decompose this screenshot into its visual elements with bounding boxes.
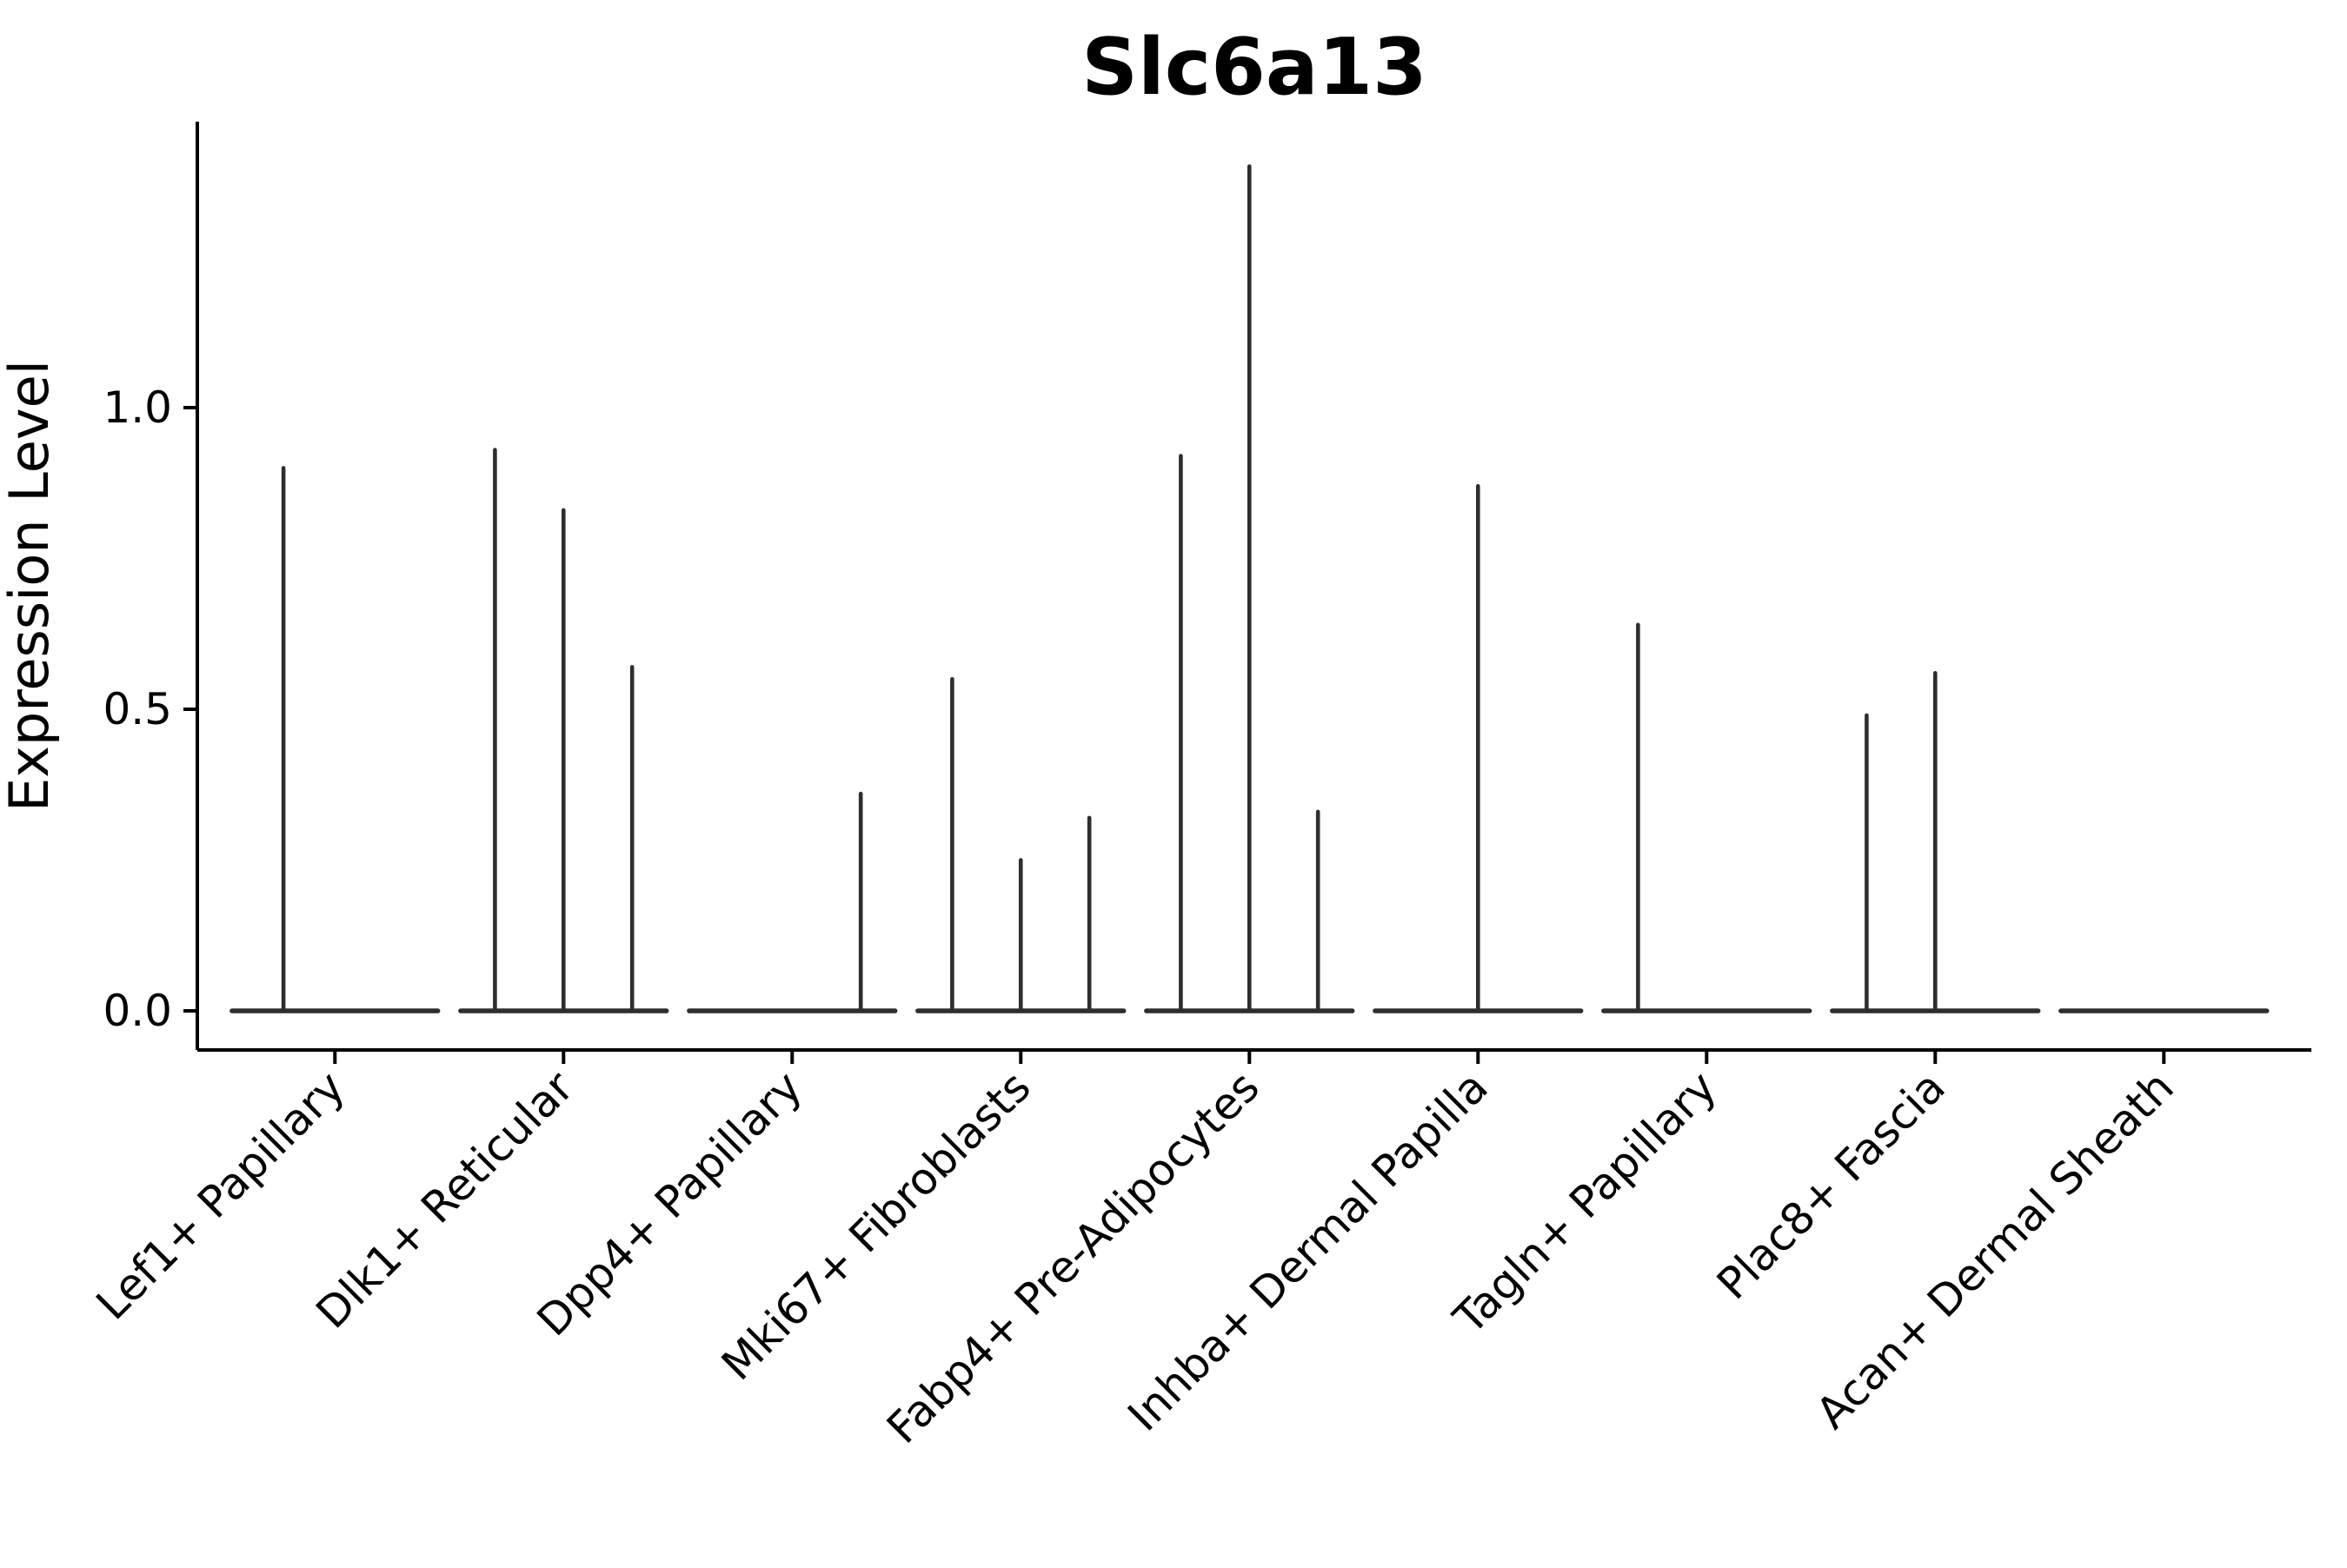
y-tick-layer: 0.0 0.5 1.0 xyxy=(103,382,197,1036)
violin-group xyxy=(1144,164,1355,1013)
plot-title: Slc6a13 xyxy=(1081,22,1427,113)
violin-group xyxy=(1373,483,1584,1013)
violin-layer xyxy=(229,164,2270,1013)
x-tick-label: Fabp4+ Pre-Adipocytes xyxy=(877,1061,1269,1453)
x-tick-label: Plac8+ Fascia xyxy=(1707,1061,1955,1309)
y-tick-label: 1.0 xyxy=(103,382,172,433)
y-tick-label: 0.0 xyxy=(103,986,172,1036)
violin-group xyxy=(915,676,1127,1013)
violin-group xyxy=(687,791,898,1013)
x-tick-label: Lef1+ Papillary xyxy=(87,1061,355,1329)
violin-group xyxy=(458,448,669,1013)
violin-group xyxy=(1830,671,2041,1013)
violin-group xyxy=(229,466,441,1013)
y-axis-title: Expression Level xyxy=(0,360,61,812)
y-tick-label: 0.5 xyxy=(103,684,172,734)
violin-group xyxy=(1601,622,1812,1013)
axes-layer xyxy=(196,122,2311,1052)
